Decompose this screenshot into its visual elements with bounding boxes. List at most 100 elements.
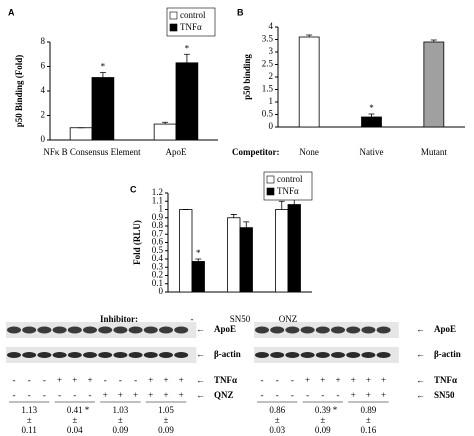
blot-band [376, 326, 391, 334]
blot-band [346, 352, 361, 358]
blot-band [52, 352, 67, 358]
treatment-sign: + [133, 390, 138, 400]
blot-band [37, 352, 52, 358]
blot-band [361, 352, 376, 358]
treatment-sign: + [57, 375, 62, 385]
treatment-sign: + [163, 390, 168, 400]
legend-swatch [266, 187, 275, 196]
treatment-sign: + [163, 375, 168, 385]
y-tick-label: 4 [269, 21, 274, 31]
blot-band [174, 326, 189, 334]
x-tick-label: Native [360, 147, 384, 157]
y-tick-label: 4 [41, 85, 46, 95]
x-tick-label: ApoE [166, 147, 187, 157]
arrow: ← [416, 349, 425, 359]
legend-swatch [266, 175, 275, 184]
blot-band [113, 326, 128, 334]
blot-band [83, 326, 97, 334]
error-bar [243, 221, 250, 228]
blot-band [98, 352, 113, 358]
mean-value: 0.39 [315, 405, 331, 415]
bar [91, 77, 115, 141]
y-tick-label: 3.5 [262, 34, 274, 44]
arrow: ← [196, 324, 205, 334]
blot-band [285, 352, 300, 358]
y-tick-label: 0.2 [152, 270, 163, 280]
x-tick-label: - [191, 314, 194, 324]
y-tick-label: 3 [269, 46, 274, 56]
row-label: QNZ [214, 390, 234, 400]
y-tick-label: 0.8 [152, 220, 164, 230]
arrow: ← [196, 349, 205, 359]
arrow: ← [416, 375, 425, 385]
legend-box [166, 7, 216, 37]
legend-swatch [169, 11, 178, 20]
y-tick-label: 0 [269, 121, 274, 131]
y-tick-label: 0 [159, 286, 164, 296]
blot-band [270, 326, 285, 334]
bar [239, 227, 253, 293]
y-tick-label: 1.1 [152, 195, 163, 205]
treatment-sign: - [261, 375, 264, 385]
blot-band [22, 326, 37, 334]
blot-band [174, 352, 189, 358]
bar [175, 62, 199, 141]
blot-band [143, 326, 158, 334]
blot-band [143, 352, 158, 358]
error-bar [306, 34, 313, 37]
x-tick-label: NFκ B Consensus Element [43, 147, 141, 157]
y-tick-label: 0.5 [262, 109, 274, 119]
bar [227, 217, 241, 293]
sd-value: 0.11 [21, 425, 36, 435]
sd-value: 0.09 [158, 425, 174, 435]
band-label: β-actin [434, 349, 461, 359]
error-bar [430, 39, 437, 42]
sd-value: 0.04 [67, 425, 83, 435]
plus-minus: ± [27, 415, 32, 425]
treatment-sign: + [179, 390, 184, 400]
plus-minus: ± [275, 415, 280, 425]
legend-label: TNFα [180, 22, 202, 32]
treatment-sign: + [72, 375, 77, 385]
sd-value: 0.09 [315, 425, 331, 435]
mean-value: 1.13 [21, 405, 37, 415]
blot-band [113, 352, 128, 358]
blot-band [37, 326, 52, 334]
treatment-sign: - [43, 390, 46, 400]
blot-band [361, 326, 376, 334]
significance-marker: * [369, 103, 374, 113]
blot-band [159, 352, 173, 358]
treatment-sign: - [291, 375, 294, 385]
blot-band [255, 352, 269, 358]
y-tick-label: 6 [41, 61, 46, 71]
x-tick-label: None [299, 147, 319, 157]
treatment-sign: + [148, 390, 153, 400]
x-tick-label: Mutant [421, 147, 447, 157]
blot-band [159, 326, 173, 334]
blot-band [300, 326, 315, 334]
blot-band [270, 352, 285, 358]
y-axis-label: p50 Binding (Fold) [14, 55, 24, 128]
band-label: β-actin [214, 349, 241, 359]
arrow: ← [196, 390, 205, 400]
blot-band [300, 352, 315, 358]
y-tick-label: 1.5 [262, 84, 274, 94]
treatment-sign: + [320, 375, 325, 385]
treatment-sign: + [148, 375, 153, 385]
error-bar [183, 53, 190, 63]
legend-label: control [180, 10, 206, 20]
y-tick-label: 0.5 [152, 245, 164, 255]
treatment-sign: - [89, 390, 92, 400]
error-bar [278, 200, 285, 210]
blot-band [7, 352, 21, 358]
y-tick-label: 0.4 [152, 253, 164, 263]
plus-minus: ± [72, 415, 77, 425]
blot-band [67, 352, 82, 358]
plus-minus: ± [164, 415, 169, 425]
y-tick-label: 2 [269, 71, 274, 81]
x-tick-label: QNZ [279, 314, 298, 324]
x-axis-label: Inhibitor: [100, 314, 138, 324]
y-tick-label: 0.3 [152, 261, 164, 271]
legend-label: control [277, 174, 303, 184]
